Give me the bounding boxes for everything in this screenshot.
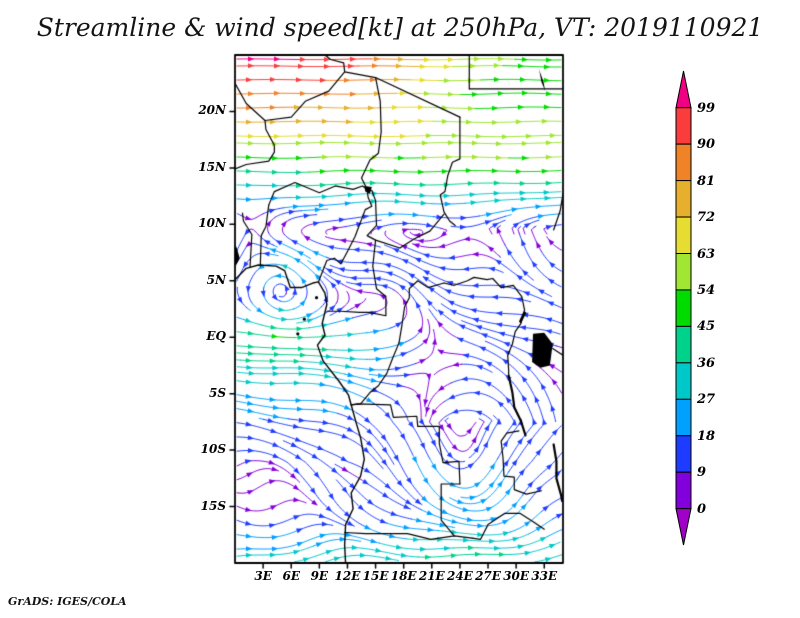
lon-label-12E: 12E — [334, 569, 361, 583]
lon-label-27E: 27E — [475, 569, 501, 583]
lon-label-15E: 15E — [362, 569, 389, 583]
colorbar-label-9: 9 — [697, 465, 707, 481]
lon-label-3E: 3E — [254, 569, 272, 583]
colorbar-segment-3 — [675, 216, 692, 255]
lat-label-15N: 15N — [198, 159, 226, 174]
lat-label-20N: 20N — [198, 103, 226, 118]
colorbar-label-99: 99 — [697, 100, 716, 116]
colorbar-label-81: 81 — [697, 173, 716, 189]
colorbar-arrow-top — [675, 70, 692, 109]
colorbar-segment-8 — [675, 398, 692, 437]
lon-label-21E: 21E — [418, 569, 445, 583]
lat-label-10N: 10N — [198, 216, 226, 231]
colorbar-segment-1 — [675, 143, 692, 182]
lon-label-9E: 9E — [310, 569, 329, 583]
colorbar-label-90: 90 — [697, 137, 716, 153]
colorbar-label-36: 36 — [697, 355, 716, 371]
lat-label-EQ: EQ — [206, 329, 226, 344]
colorbar-segment-6 — [675, 325, 692, 364]
colorbar-label-18: 18 — [697, 428, 716, 444]
lon-label-18E: 18E — [390, 569, 417, 583]
lat-label-5N: 5N — [206, 272, 226, 287]
lat-label-10S: 10S — [200, 442, 226, 457]
colorbar-label-0: 0 — [697, 501, 707, 517]
colorbar-segment-2 — [675, 180, 692, 218]
colorbar-arrow-bottom — [675, 508, 692, 546]
colorbar-label-63: 63 — [697, 246, 716, 262]
colorbar-segment-5 — [675, 289, 692, 327]
credit-text: GrADS: IGES/COLA — [8, 595, 127, 608]
lon-label-24E: 24E — [446, 569, 473, 583]
colorbar-label-27: 27 — [697, 392, 716, 408]
colorbar-label-54: 54 — [697, 282, 716, 298]
colorbar-segment-10 — [675, 471, 692, 510]
colorbar-label-45: 45 — [697, 319, 716, 335]
lat-label-15S: 15S — [200, 498, 226, 513]
lon-label-30E: 30E — [503, 569, 530, 583]
colorbar-segment-4 — [675, 253, 692, 291]
colorbar-label-72: 72 — [697, 210, 716, 226]
colorbar-segment-9 — [675, 435, 692, 473]
lat-label-5S: 5S — [208, 385, 226, 400]
lon-label-6E: 6E — [282, 569, 300, 583]
colorbar-segment-0 — [675, 107, 692, 145]
lon-label-33E: 33E — [531, 569, 558, 583]
colorbar-segment-7 — [675, 362, 692, 400]
